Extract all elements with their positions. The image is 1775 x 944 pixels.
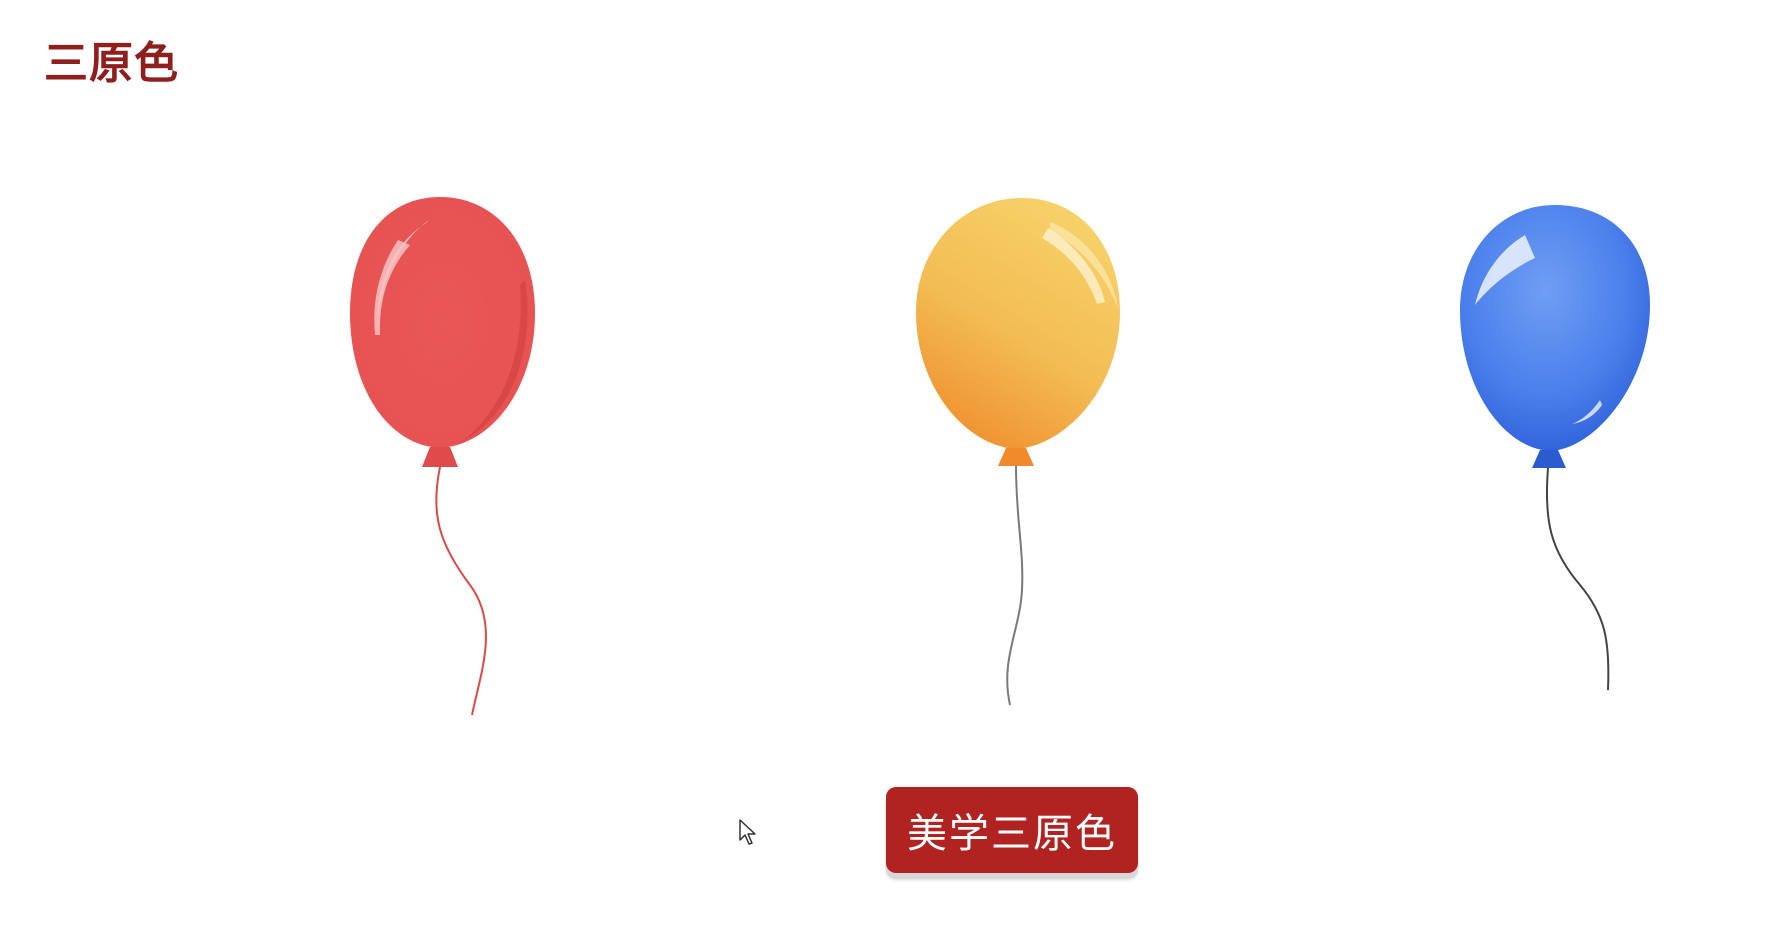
balloon-blue[interactable]: [1440, 200, 1670, 700]
balloon-yellow-graphic: [916, 198, 1120, 706]
page-title: 三原色: [44, 38, 179, 89]
mouse-pointer-icon: [739, 819, 756, 845]
balloon-yellow[interactable]: [900, 190, 1140, 710]
balloon-red[interactable]: [330, 185, 550, 725]
primary-colors-button[interactable]: 美学三原色: [886, 787, 1138, 873]
balloon-blue-graphic: [1460, 205, 1650, 691]
balloon-red-graphic: [350, 197, 535, 716]
